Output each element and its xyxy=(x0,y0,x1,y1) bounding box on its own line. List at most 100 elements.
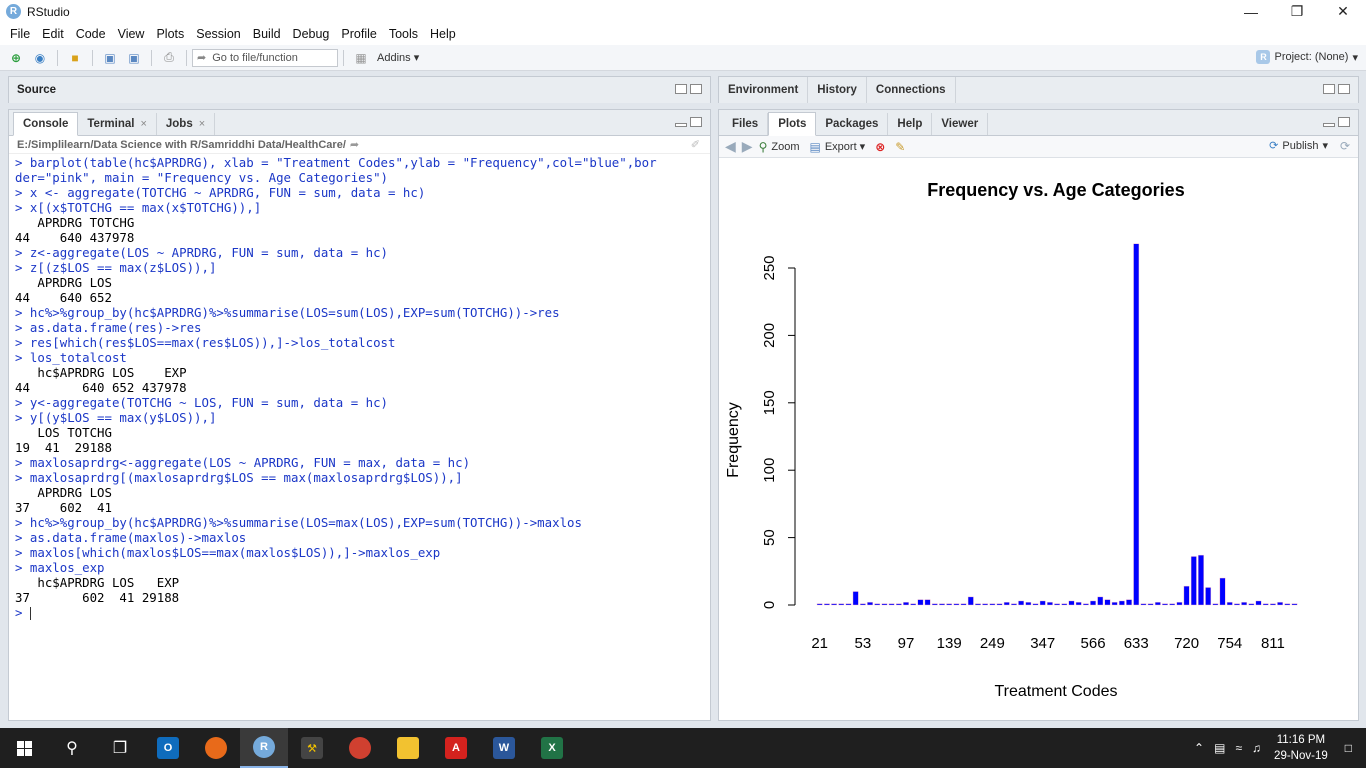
menu-debug[interactable]: Debug xyxy=(292,27,330,41)
close-tab-icon[interactable]: × xyxy=(198,118,206,130)
volume-icon[interactable]: ♫ xyxy=(1252,741,1262,755)
minimize-pane-icon[interactable] xyxy=(1323,123,1335,127)
publish-button[interactable]: ⟳ Publish ▾ xyxy=(1269,139,1328,153)
previous-plot-icon[interactable]: ◀ xyxy=(725,138,736,154)
maximize-button[interactable]: ❐ xyxy=(1290,3,1304,19)
save-all-icon[interactable]: ▣ xyxy=(128,50,140,65)
taskbar-rstudio[interactable]: R xyxy=(240,728,288,768)
working-directory-path[interactable]: E:/Simplilearn/Data Science with R/Samri… xyxy=(9,136,710,154)
menu-plots[interactable]: Plots xyxy=(156,27,185,41)
menu-help[interactable]: Help xyxy=(430,27,456,41)
maximize-pane-icon[interactable] xyxy=(690,117,702,127)
console-output[interactable]: > barplot(table(hc$APRDRG), xlab = "Trea… xyxy=(9,154,710,620)
bar xyxy=(953,603,960,606)
excel-icon: X xyxy=(541,737,563,759)
taskbar-clock[interactable]: 11:16 PM 29-Nov-19 xyxy=(1274,732,1328,764)
tab-help[interactable]: Help xyxy=(888,113,933,135)
zoom-icon[interactable]: ⚲ xyxy=(758,139,768,154)
restore-pane-icon[interactable] xyxy=(1323,84,1335,94)
maximize-pane-icon[interactable] xyxy=(1338,117,1350,127)
menu-tools[interactable]: Tools xyxy=(388,27,419,41)
start-button[interactable] xyxy=(0,728,48,768)
maximize-pane-icon[interactable] xyxy=(1338,84,1350,94)
main-toolbar: ⊕ ◉ ■ ▣ ▣ ⎙ ➦ Go to file/function ▦ Addi… xyxy=(0,45,1366,71)
bar-chart: Frequency vs. Age Categories Treatment C… xyxy=(725,180,1298,700)
tab-jobs[interactable]: Jobs × xyxy=(157,113,216,135)
workspace-panes-icon[interactable]: ▦ xyxy=(355,50,367,65)
export-icon[interactable]: ▤ xyxy=(809,139,821,154)
search-button[interactable]: ⚲ xyxy=(48,728,96,768)
close-button[interactable]: ✕ xyxy=(1337,3,1349,19)
bar xyxy=(1262,603,1269,606)
console-pane-controls[interactable] xyxy=(675,117,702,127)
clear-console-icon[interactable]: ✐ xyxy=(690,139,700,151)
taskbar-acrobat[interactable]: A xyxy=(432,728,480,768)
menu-build[interactable]: Build xyxy=(252,27,281,41)
taskbar-excel[interactable]: X xyxy=(528,728,576,768)
bar xyxy=(1277,602,1284,606)
tab-files[interactable]: Files xyxy=(723,113,769,135)
outlook-icon: O xyxy=(157,737,179,759)
maximize-pane-icon[interactable] xyxy=(690,84,702,94)
console-output-line: APRDRG LOS xyxy=(15,275,112,290)
save-icon[interactable]: ▣ xyxy=(104,50,116,65)
taskbar-firefox[interactable] xyxy=(192,728,240,768)
taskbar-app-tool[interactable]: ⚒ xyxy=(288,728,336,768)
console-command-line: > maxlosaprdrg<-aggregate(LOS ~ APRDRG, … xyxy=(15,455,471,470)
go-to-file-input[interactable]: ➦ Go to file/function xyxy=(192,48,338,67)
menu-profile[interactable]: Profile xyxy=(341,27,377,41)
tab-viewer[interactable]: Viewer xyxy=(932,113,989,135)
tab-console[interactable]: Console xyxy=(13,112,79,136)
task-view-button[interactable]: ❐ xyxy=(96,728,144,768)
close-tab-icon[interactable]: × xyxy=(140,118,147,130)
console-prompt[interactable]: > xyxy=(15,605,710,620)
menu-view[interactable]: View xyxy=(117,27,145,41)
tab-plots[interactable]: Plots xyxy=(768,112,817,136)
console-output-line: 44 640 652 437978 xyxy=(15,380,187,395)
network-icon[interactable]: ▤ xyxy=(1214,741,1226,755)
refresh-plot-icon[interactable]: ⟳ xyxy=(1339,139,1350,153)
remove-plot-icon[interactable]: ⊗ xyxy=(875,139,886,154)
console-output-line: 19 41 29188 xyxy=(15,440,112,455)
bars xyxy=(816,243,1298,606)
bar xyxy=(1025,602,1032,606)
taskbar-outlook[interactable]: O xyxy=(144,728,192,768)
menu-edit[interactable]: Edit xyxy=(42,27,64,41)
zoom-button[interactable]: Zoom xyxy=(771,140,800,153)
console-command-line: > z<-aggregate(LOS ~ APRDRG, FUN = sum, … xyxy=(15,245,388,260)
bar xyxy=(1291,603,1298,606)
notifications-icon[interactable]: □ xyxy=(1344,741,1352,755)
new-file-icon[interactable]: ⊕ xyxy=(10,50,22,65)
clear-plots-icon[interactable]: ✎ xyxy=(895,139,906,154)
print-icon[interactable]: ⎙ xyxy=(164,50,174,64)
menu-file[interactable]: File xyxy=(10,27,31,41)
environment-pane-controls[interactable] xyxy=(1323,84,1350,94)
tab-history-label: History xyxy=(817,84,857,96)
tab-history[interactable]: History xyxy=(808,77,867,103)
taskbar-file-explorer[interactable] xyxy=(384,728,432,768)
project-menu[interactable]: R Project: (None) ▾ xyxy=(1256,50,1358,64)
export-button[interactable]: Export ▾ xyxy=(824,141,866,153)
minimize-button[interactable]: — xyxy=(1244,3,1258,20)
tab-connections[interactable]: Connections xyxy=(867,77,956,103)
source-pane-controls[interactable] xyxy=(675,84,702,94)
menu-code[interactable]: Code xyxy=(75,27,106,41)
next-plot-icon[interactable]: ▶ xyxy=(741,138,753,154)
goto-directory-icon[interactable]: ➦ xyxy=(349,139,360,151)
show-hidden-icons-icon[interactable]: ⌃ xyxy=(1194,741,1205,755)
taskbar-word[interactable]: W xyxy=(480,728,528,768)
plots-pane-controls[interactable] xyxy=(1323,117,1350,127)
wifi-icon[interactable]: ≈ xyxy=(1235,741,1243,755)
addins-dropdown[interactable]: Addins ▾ xyxy=(377,52,420,64)
open-folder-icon[interactable]: ■ xyxy=(71,50,79,65)
addins-label: Addins xyxy=(377,52,411,64)
tab-packages[interactable]: Packages xyxy=(816,113,889,135)
menu-session[interactable]: Session xyxy=(196,27,241,41)
taskbar-app-chrome[interactable] xyxy=(336,728,384,768)
x-tick-label: 21 xyxy=(811,635,828,652)
tab-terminal[interactable]: Terminal × xyxy=(78,113,157,135)
tab-environment[interactable]: Environment xyxy=(719,77,809,103)
new-project-icon[interactable]: ◉ xyxy=(34,50,46,65)
minimize-pane-icon[interactable] xyxy=(675,123,687,127)
restore-pane-icon[interactable] xyxy=(675,84,687,94)
